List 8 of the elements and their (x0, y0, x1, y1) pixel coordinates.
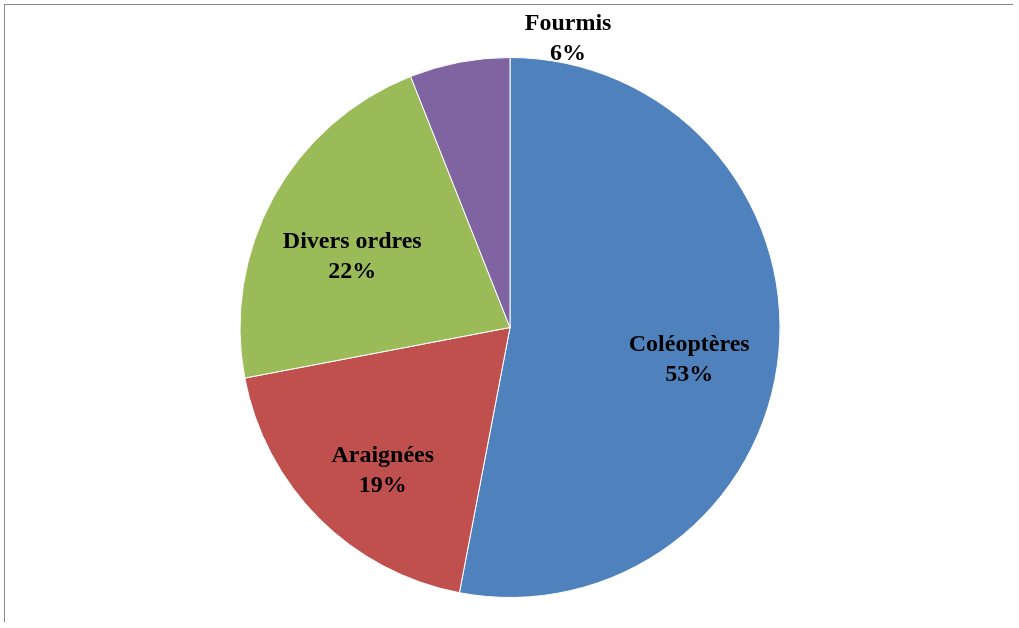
data-label: 22% (328, 256, 377, 283)
data-label: 6% (550, 38, 587, 65)
data-label: 19% (358, 470, 407, 497)
slice-label: Araignées (331, 440, 435, 467)
slice-label: Divers ordres (282, 226, 422, 253)
data-label: 53% (665, 360, 714, 387)
slice-label: Coléoptères (628, 330, 750, 357)
slice-label: Fourmis (524, 8, 612, 35)
